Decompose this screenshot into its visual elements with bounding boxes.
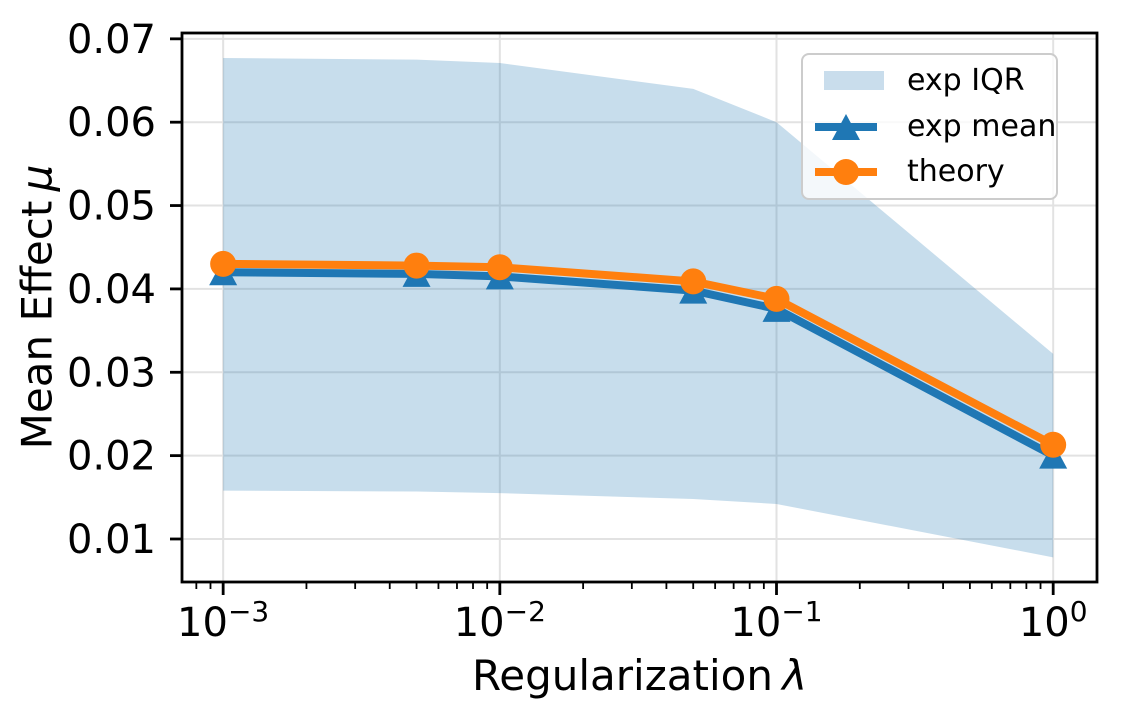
svg-text:0.07: 0.07 bbox=[67, 17, 156, 63]
svg-text:10−3: 10−3 bbox=[177, 595, 269, 646]
y-axis-label-symbol: μ bbox=[12, 164, 62, 192]
theory-data-point bbox=[403, 252, 430, 279]
theory-markers bbox=[210, 250, 1067, 458]
legend: exp IQR exp mean theory bbox=[801, 53, 1058, 200]
x-tick-labels: 10−3 10−2 10−1 100 bbox=[177, 595, 1087, 646]
plot-border bbox=[180, 31, 1099, 584]
svg-text:0.04: 0.04 bbox=[67, 267, 156, 313]
y-tick-labels: 0.01 0.02 0.03 0.04 0.05 0.06 0.07 bbox=[67, 17, 156, 563]
theory-data-point bbox=[680, 268, 707, 295]
legend-label-iqr: exp IQR bbox=[907, 62, 1025, 98]
svg-text:10−2: 10−2 bbox=[454, 595, 546, 646]
y-axis-label: Mean Effect μ bbox=[12, 33, 62, 582]
x-ticks bbox=[195, 582, 1055, 595]
svg-text:0.05: 0.05 bbox=[67, 184, 156, 230]
exp-mean-swatch bbox=[815, 112, 893, 142]
iqr-band-swatch bbox=[815, 66, 893, 96]
theory-data-point bbox=[763, 285, 790, 312]
legend-label-theory: theory bbox=[907, 154, 1005, 190]
y-axis-label-text: Mean Effect bbox=[12, 200, 62, 450]
y-ticks bbox=[170, 37, 182, 541]
svg-text:10−1: 10−1 bbox=[730, 595, 822, 646]
exp-mean-line bbox=[223, 268, 1056, 460]
legend-row-iqr: exp IQR bbox=[803, 59, 1056, 103]
theory-line bbox=[223, 259, 1056, 449]
svg-text:100: 100 bbox=[1019, 595, 1088, 646]
theory-data-point bbox=[210, 250, 237, 277]
theory-data-point bbox=[486, 254, 513, 281]
iqr-patch-icon bbox=[824, 71, 884, 91]
x-axis-label-text: Regularization bbox=[471, 651, 773, 700]
legend-row-exp-mean: exp mean bbox=[803, 105, 1056, 149]
svg-text:0.03: 0.03 bbox=[67, 350, 156, 396]
svg-text:0.01: 0.01 bbox=[67, 517, 156, 563]
circle-marker-icon bbox=[833, 159, 859, 186]
svg-text:0.02: 0.02 bbox=[67, 434, 156, 480]
legend-row-theory: theory bbox=[803, 150, 1056, 194]
x-axis-label: Regularization λ bbox=[182, 650, 1097, 702]
theory-swatch bbox=[815, 157, 893, 187]
theory-data-point bbox=[1040, 431, 1067, 458]
legend-label-exp-mean: exp mean bbox=[907, 108, 1057, 144]
x-axis-label-symbol: λ bbox=[782, 651, 808, 700]
svg-text:0.06: 0.06 bbox=[67, 100, 156, 146]
triangle-marker-icon bbox=[832, 113, 860, 140]
